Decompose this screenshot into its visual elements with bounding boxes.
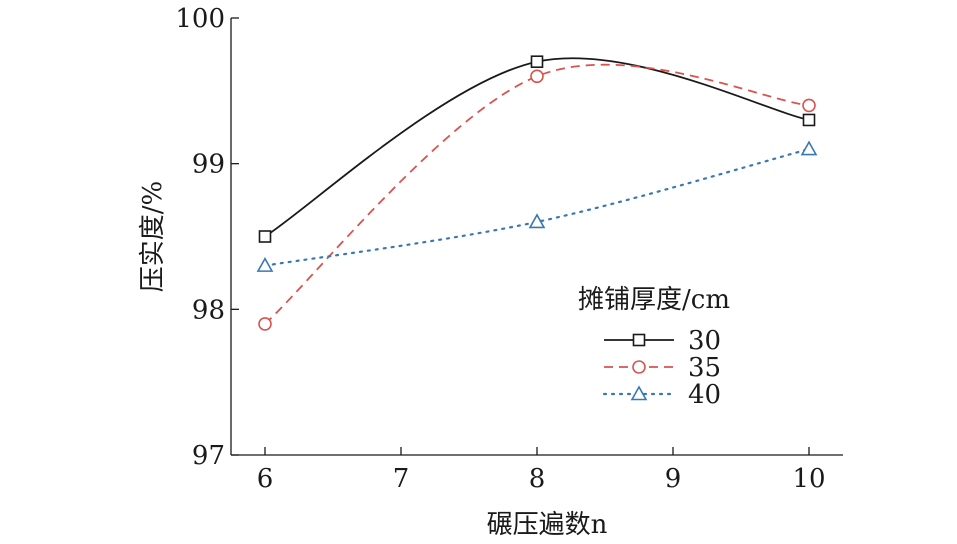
data-point-30-8 <box>530 55 544 69</box>
x-tick-label: 7 <box>393 464 410 494</box>
legend-marker-30 <box>632 333 646 347</box>
data-point-40-8 <box>528 213 546 229</box>
series-line-35 <box>264 63 810 325</box>
data-point-35-10 <box>802 98 816 113</box>
legend-label-40: 40 <box>688 380 721 410</box>
series-line-40 <box>263 148 811 267</box>
y-tick-label: 99 <box>192 150 225 180</box>
series-35 <box>258 63 816 331</box>
y-axis-title: 压实度/% <box>138 181 168 292</box>
data-point-35-6 <box>258 317 272 331</box>
data-point-30-6 <box>258 230 272 243</box>
x-tick-label: 8 <box>529 464 546 494</box>
data-point-35-8 <box>530 69 544 84</box>
y-tick-label: 98 <box>192 295 225 325</box>
x-tick-label: 9 <box>665 464 682 494</box>
data-point-30-10 <box>802 113 816 127</box>
legend-marker-35 <box>632 360 646 374</box>
legend-label-35: 35 <box>688 353 721 383</box>
x-tick-label: 6 <box>257 464 274 494</box>
legend-label-30: 30 <box>688 326 721 356</box>
series-30 <box>258 55 816 243</box>
series-layer <box>256 55 818 331</box>
series-40 <box>256 140 818 272</box>
axes: 97 98 99 100 6 7 8 9 10 碾压遍数n 压实度/% <box>138 4 843 540</box>
y-tick-label: 97 <box>192 441 225 471</box>
legend-title: 摊铺厚度/cm <box>578 285 730 315</box>
data-point-40-6 <box>256 256 274 272</box>
legend-marker-40 <box>630 385 648 401</box>
x-axis-title: 碾压遍数n <box>487 510 608 540</box>
x-tick-label: 10 <box>792 464 825 494</box>
y-tick-label: 100 <box>175 4 225 34</box>
data-point-40-10 <box>800 140 818 156</box>
